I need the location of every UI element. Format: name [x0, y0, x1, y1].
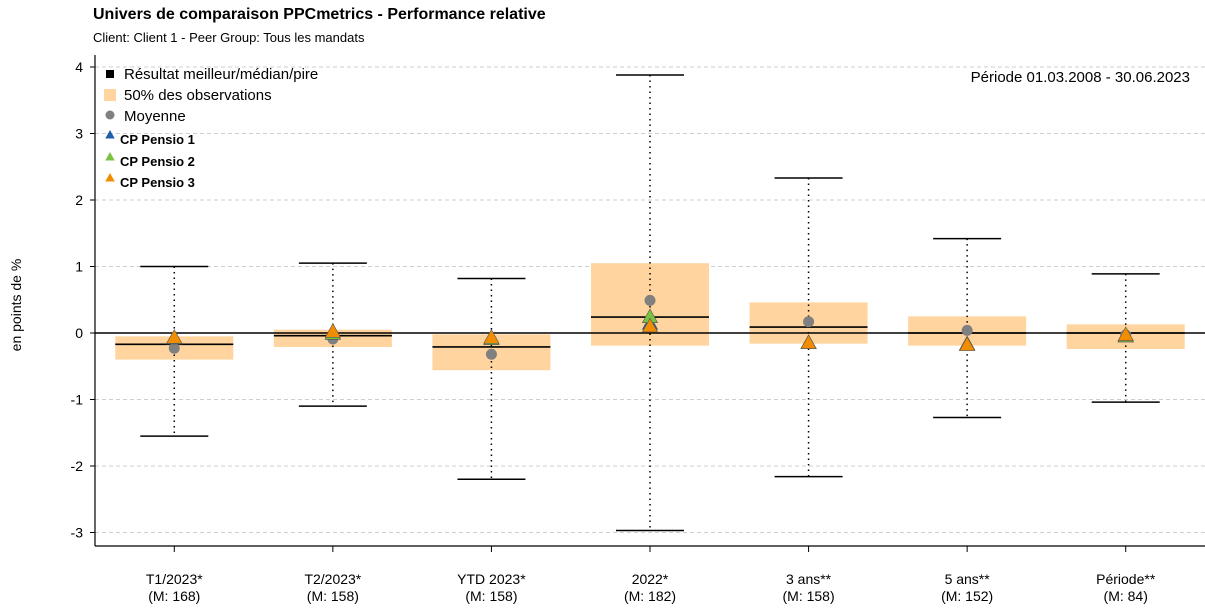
- x-tick-count: (M: 158): [783, 588, 835, 604]
- legend-series-swatch: [105, 152, 115, 161]
- period-label: Période 01.03.2008 - 30.06.2023: [971, 69, 1190, 86]
- mean-point: [168, 342, 180, 354]
- legend-series-label: CP Pensio 1: [120, 132, 195, 147]
- series-marker: [324, 323, 341, 338]
- legend-box-label: 50% des observations: [124, 87, 272, 104]
- mean-point: [961, 324, 973, 336]
- x-tick-count: (M: 84): [1104, 588, 1148, 604]
- legend-box-swatch: [104, 89, 116, 101]
- legend-range-swatch: [106, 70, 114, 78]
- x-tick-label: 2022*: [632, 571, 669, 587]
- y-tick-label: 2: [75, 192, 83, 208]
- legend: Résultat meilleur/médian/pire 50% des obs…: [104, 66, 318, 190]
- legend-series-swatch: [105, 130, 115, 139]
- y-tick-label: 3: [75, 126, 83, 142]
- legend-series-swatch: [105, 173, 115, 182]
- x-tick-label: 5 ans**: [945, 571, 991, 587]
- series-marker: [959, 336, 976, 351]
- x-tick-label: Période**: [1096, 571, 1156, 587]
- series-marker: [800, 334, 817, 349]
- mean-point: [485, 348, 497, 360]
- legend-mean-swatch: [105, 110, 115, 120]
- y-tick-label: -3: [71, 525, 84, 541]
- y-tick-label: 0: [75, 325, 83, 341]
- x-tick-count: (M: 152): [941, 588, 993, 604]
- y-tick-label: 4: [75, 59, 83, 75]
- series-marker: [483, 329, 500, 344]
- x-tick-count: (M: 182): [624, 588, 676, 604]
- series-marker: [166, 329, 183, 344]
- x-tick-label: T2/2023*: [304, 571, 361, 587]
- chart-subtitle: Client: Client 1 - Peer Group: Tous les …: [93, 30, 365, 45]
- legend-series-label: CP Pensio 2: [120, 154, 195, 169]
- mean-point: [803, 316, 815, 328]
- legend-mean-label: Moyenne: [124, 108, 186, 125]
- legend-series-label: CP Pensio 3: [120, 175, 195, 190]
- chart-title: Univers de comparaison PPCmetrics - Perf…: [93, 6, 546, 23]
- mean-point: [644, 294, 656, 306]
- x-tick-label: 3 ans**: [786, 571, 832, 587]
- series-marker: [1117, 326, 1134, 341]
- y-tick-label: 1: [75, 259, 83, 275]
- y-tick-label: -1: [71, 392, 84, 408]
- y-tick-label: -2: [71, 458, 84, 474]
- box-layer: [115, 74, 1185, 532]
- y-axis-label: en points de %: [8, 259, 24, 352]
- x-tick-label: YTD 2023*: [457, 571, 526, 587]
- x-tick-count: (M: 158): [307, 588, 359, 604]
- legend-range-label: Résultat meilleur/médian/pire: [124, 66, 318, 83]
- x-tick-count: (M: 158): [465, 588, 517, 604]
- marker-layer: [166, 294, 1134, 360]
- series-marker: [641, 317, 659, 333]
- x-tick-label: T1/2023*: [146, 571, 203, 587]
- x-tick-count: (M: 168): [148, 588, 200, 604]
